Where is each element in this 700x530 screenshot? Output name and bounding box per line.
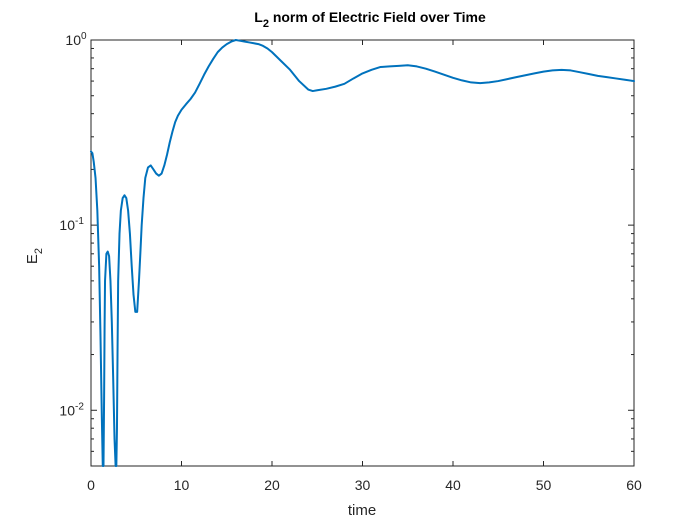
series-line [90,39,635,467]
y-tick-label: 10 [59,402,75,418]
axes-box [90,39,635,467]
y-axis-label: E2 [24,248,45,264]
y-tick-label: 10 [65,32,81,48]
y-label-sub: 2 [33,248,45,254]
y-label-main: E [24,254,41,264]
y-tick-exponent: 0 [81,31,87,42]
title-rest: norm of Electric Field over Time [269,9,486,25]
x-tick-label: 60 [626,477,642,493]
x-tick-label: 10 [174,477,190,493]
y-tick-exponent: -1 [75,216,84,227]
title-main: L [254,9,263,25]
y-tick-exponent: -2 [75,401,84,412]
x-tick-label: 50 [536,477,552,493]
x-tick-label: 0 [87,477,95,493]
y-tick-label: 10 [59,217,75,233]
x-axis-label: time [348,502,376,519]
title-sub: 2 [263,18,269,30]
x-tick-label: 40 [445,477,461,493]
x-tick-label: 30 [355,477,371,493]
x-tick-label: 20 [264,477,280,493]
x-ticks: 0 10 20 30 40 50 60 [87,40,642,493]
chart-title: L2 norm of Electric Field over Time [254,9,486,30]
